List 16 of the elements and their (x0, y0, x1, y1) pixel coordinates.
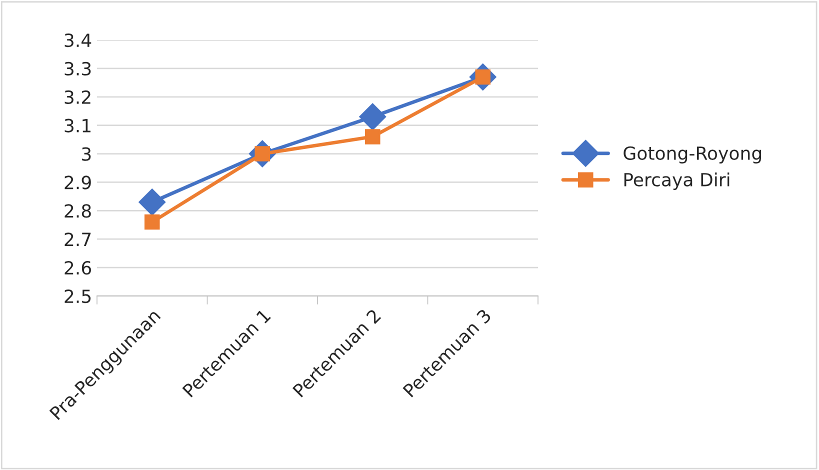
y-tick-label: 3.2 (64, 90, 90, 104)
y-tick-label: 3 (82, 147, 91, 161)
y-tick-label: 2.9 (64, 176, 91, 190)
y-tick-label: 3.1 (64, 118, 90, 132)
legend-label: Percaya Diri (624, 172, 730, 190)
legend-label: Gotong-Royong (624, 146, 762, 164)
y-tick-label: 2.6 (64, 261, 92, 275)
y-tick-label: 2.8 (64, 204, 91, 218)
point (138, 188, 166, 216)
y-tick-label: 2.7 (64, 232, 91, 246)
point (144, 214, 160, 230)
y-tick-label: 2.5 (64, 289, 91, 304)
y-tick-label: 3.3 (64, 62, 91, 76)
point (364, 129, 380, 144)
y-tick-label: 3.4 (64, 33, 92, 48)
point (359, 103, 386, 130)
